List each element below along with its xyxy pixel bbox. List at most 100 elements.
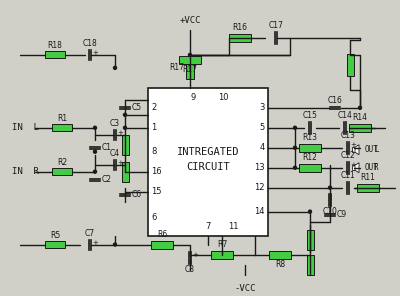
Bar (352, 147, 355, 152)
Bar (148, 88, 268, 236)
Circle shape (328, 186, 332, 189)
Text: +: + (192, 252, 198, 258)
Text: C9: C9 (336, 210, 347, 219)
Text: R14: R14 (352, 113, 368, 122)
Text: R17: R17 (170, 63, 184, 73)
Bar (211, 250, 233, 258)
Text: 6: 6 (151, 213, 156, 222)
Bar (122, 135, 128, 155)
Text: C14: C14 (338, 111, 352, 120)
Circle shape (114, 243, 116, 246)
Text: +VCC: +VCC (179, 16, 201, 25)
Text: C18: C18 (83, 39, 97, 49)
Text: C17: C17 (268, 21, 284, 30)
Circle shape (94, 150, 96, 153)
Text: C1: C1 (102, 143, 112, 152)
Circle shape (114, 66, 116, 69)
Text: 5: 5 (260, 123, 265, 132)
Text: R17: R17 (182, 65, 198, 74)
Bar (52, 168, 72, 175)
Circle shape (308, 210, 312, 213)
Bar (186, 57, 194, 79)
Text: C5: C5 (132, 103, 142, 112)
Text: 15: 15 (151, 187, 162, 196)
Text: C7: C7 (85, 229, 95, 238)
Text: R: R (374, 163, 379, 172)
Text: 13: 13 (254, 163, 265, 172)
Text: CIRCUIT: CIRCUIT (186, 162, 230, 172)
Text: 14: 14 (254, 207, 265, 216)
Text: 4: 4 (260, 143, 265, 152)
Bar (357, 184, 379, 192)
Text: C12: C12 (341, 151, 355, 160)
Text: 3: 3 (260, 103, 265, 112)
Circle shape (294, 166, 296, 169)
Text: C8: C8 (185, 265, 195, 274)
Text: -VCC: -VCC (234, 284, 256, 294)
Text: INTREGATED: INTREGATED (177, 147, 239, 157)
Circle shape (358, 106, 362, 109)
Text: R2: R2 (57, 158, 67, 167)
Bar (52, 124, 72, 131)
Bar (269, 250, 291, 258)
Text: R11: R11 (360, 173, 376, 182)
Text: 10: 10 (218, 93, 228, 102)
Circle shape (294, 126, 296, 129)
Text: R13: R13 (302, 133, 318, 142)
Text: +: + (118, 130, 123, 136)
Text: C10: C10 (322, 207, 338, 216)
Text: L: L (374, 145, 379, 154)
Text: C15: C15 (302, 111, 318, 120)
Text: 8: 8 (151, 147, 156, 156)
Bar (349, 124, 371, 132)
Text: 7: 7 (205, 222, 211, 231)
Bar (45, 52, 65, 58)
Text: R1: R1 (57, 114, 67, 123)
Text: C3: C3 (110, 119, 120, 128)
Bar (122, 162, 128, 182)
Text: +: + (350, 142, 356, 148)
Bar (229, 34, 251, 42)
Bar (306, 230, 314, 250)
Text: +: + (350, 162, 356, 168)
Bar (179, 56, 201, 64)
Circle shape (124, 126, 126, 129)
Text: +: + (118, 160, 123, 166)
Text: R8: R8 (275, 260, 285, 269)
Circle shape (94, 126, 96, 129)
Circle shape (94, 170, 96, 173)
Text: R16: R16 (232, 23, 248, 33)
Bar (299, 164, 321, 172)
Polygon shape (355, 163, 359, 173)
Circle shape (124, 113, 126, 116)
Text: R5: R5 (50, 231, 60, 239)
Text: IN  L: IN L (12, 123, 39, 132)
Bar (346, 54, 354, 76)
Text: C13: C13 (340, 131, 356, 140)
Bar (306, 255, 314, 274)
Circle shape (124, 170, 126, 173)
Text: R12: R12 (302, 153, 318, 162)
Text: OUT: OUT (365, 163, 379, 172)
Text: C16: C16 (328, 96, 342, 105)
Text: IN  R: IN R (12, 167, 39, 176)
Text: 12: 12 (254, 183, 265, 192)
Circle shape (294, 146, 296, 149)
Text: 2: 2 (151, 103, 156, 112)
Text: +: + (92, 50, 98, 56)
Polygon shape (355, 145, 359, 155)
Bar (352, 165, 355, 170)
Text: R6: R6 (157, 230, 167, 239)
Text: 9: 9 (190, 93, 196, 102)
Text: C4: C4 (110, 149, 120, 158)
Text: C2: C2 (102, 175, 112, 184)
Text: OUT: OUT (365, 145, 379, 154)
Text: R7: R7 (217, 240, 227, 249)
Bar (299, 144, 321, 152)
Bar (151, 241, 173, 249)
Text: R18: R18 (48, 41, 62, 50)
Text: 16: 16 (151, 167, 162, 176)
Text: C11: C11 (341, 171, 355, 180)
Bar (45, 241, 65, 248)
Text: 1: 1 (151, 123, 156, 132)
